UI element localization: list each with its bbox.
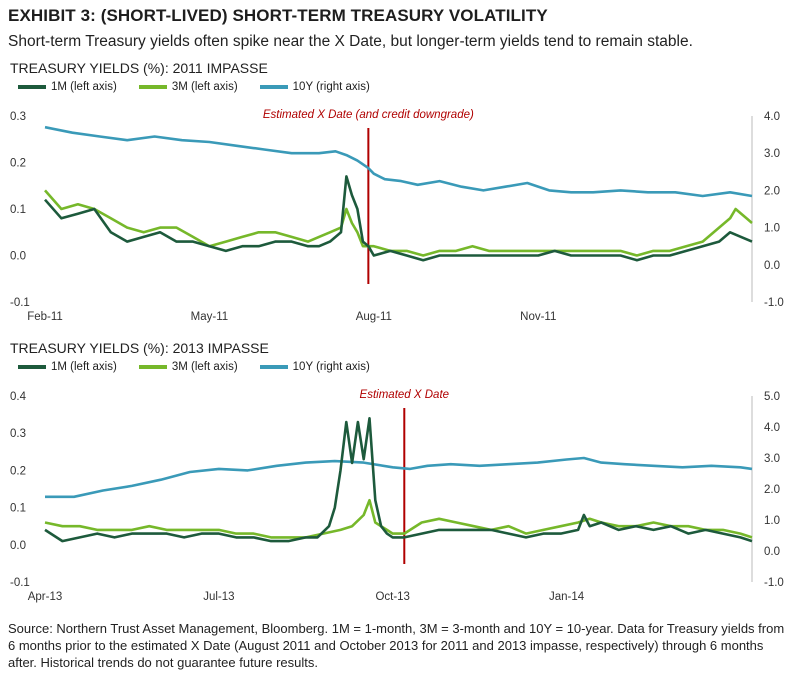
x-tick-label: Apr-13 <box>28 591 63 603</box>
y-right-tick-label: 2.0 <box>764 484 780 496</box>
legend-swatch-10y <box>259 365 288 369</box>
y-left-tick-label: -0.1 <box>10 297 30 309</box>
y-left-tick-label: -0.1 <box>10 577 30 589</box>
x-tick-label: Feb-11 <box>27 311 63 323</box>
legend-label-10y: 10Y (right axis) <box>292 361 370 373</box>
y-left-tick-label: 0.1 <box>10 503 26 515</box>
chart-2-plot: -0.1 0.0 0.1 0.2 0.3 0.4 -1.0 0.0 1.0 2.0 3.0 4.0 5.… <box>10 389 784 603</box>
legend-swatch-3m <box>138 365 167 369</box>
y-right-tick-label: 5.0 <box>764 391 780 403</box>
legend-label-1m: 1M (left axis) <box>51 361 117 373</box>
series-line-3m <box>44 189 753 257</box>
y-right-tick-label: 3.0 <box>764 453 780 465</box>
legend-item-3m: 3M (left axis) <box>138 361 238 373</box>
chart-1-title: TREASURY YIELDS (%): 2011 IMPASSE <box>10 60 268 76</box>
x-date-annotation: Estimated X Date (and credit downgrade) <box>263 109 474 121</box>
y-right-tick-label: 1.0 <box>764 515 780 527</box>
x-tick-label: Aug-11 <box>356 311 392 323</box>
y-left-tick-label: 0.2 <box>10 465 26 477</box>
legend-item-10y: 10Y (right axis) <box>259 361 370 373</box>
legend-item-10y: 10Y (right axis) <box>259 81 370 93</box>
y-right-tick-label: 0.0 <box>764 260 780 272</box>
y-right-tick-label: -1.0 <box>764 297 784 309</box>
series-line-10y <box>45 456 753 499</box>
chart-1-plot: -0.1 0.0 0.1 0.2 0.3 -1.0 0.0 1.0 2.0 3.0 4.0 Feb-1… <box>10 109 784 323</box>
x-tick-label: Jan-14 <box>549 591 585 603</box>
x-date-annotation: Estimated X Date <box>360 389 449 401</box>
y-left-tick-label: 0.3 <box>10 111 26 123</box>
exhibit-subtitle: Short-term Treasury yields often spike n… <box>8 33 693 50</box>
x-tick-label: Jul-13 <box>203 591 234 603</box>
x-tick-label: Nov-11 <box>520 311 556 323</box>
legend-item-1m: 1M (left axis) <box>18 361 117 373</box>
chart-1-legend: 1M (left axis) 3M (left axis) 10Y (right… <box>18 81 392 93</box>
y-left-tick-label: 0.0 <box>10 251 26 263</box>
x-tick-label: May-11 <box>191 311 229 323</box>
y-left-tick-label: 0.4 <box>10 391 27 403</box>
legend-swatch-10y <box>259 85 288 89</box>
series-line-3m <box>44 498 753 539</box>
y-right-tick-label: 4.0 <box>764 111 780 123</box>
y-right-tick-label: 1.0 <box>764 223 780 235</box>
y-right-tick-label: 0.0 <box>764 546 780 558</box>
legend-label-3m: 3M (left axis) <box>171 81 238 93</box>
legend-item-1m: 1M (left axis) <box>18 81 117 93</box>
legend-swatch-3m <box>138 85 167 89</box>
series-line-1m <box>44 175 753 262</box>
exhibit-title: EXHIBIT 3: (SHORT-LIVED) SHORT-TERM TREA… <box>8 6 548 25</box>
series-line-10y <box>44 125 753 198</box>
y-left-tick-label: 0.1 <box>10 204 26 216</box>
legend-item-3m: 3M (left axis) <box>138 81 238 93</box>
legend-label-10y: 10Y (right axis) <box>292 81 370 93</box>
y-right-tick-label: 2.0 <box>764 185 780 197</box>
y-right-tick-label: 3.0 <box>764 148 780 160</box>
chart-2-legend: 1M (left axis) 3M (left axis) 10Y (right… <box>18 361 392 373</box>
legend-swatch-1m <box>18 365 46 369</box>
x-tick-label: Oct-13 <box>375 591 410 603</box>
source-note: Source: Northern Trust Asset Management,… <box>8 621 785 670</box>
legend-label-3m: 3M (left axis) <box>171 361 238 373</box>
y-right-tick-label: 4.0 <box>764 422 780 434</box>
y-left-tick-label: 0.2 <box>10 158 26 170</box>
y-left-tick-label: 0.0 <box>10 540 26 552</box>
chart-2-title: TREASURY YIELDS (%): 2013 IMPASSE <box>10 340 269 356</box>
series-line-1m <box>44 416 753 543</box>
legend-label-1m: 1M (left axis) <box>51 81 117 93</box>
y-right-tick-label: -1.0 <box>764 577 784 589</box>
legend-swatch-1m <box>18 85 46 89</box>
y-left-tick-label: 0.3 <box>10 428 26 440</box>
